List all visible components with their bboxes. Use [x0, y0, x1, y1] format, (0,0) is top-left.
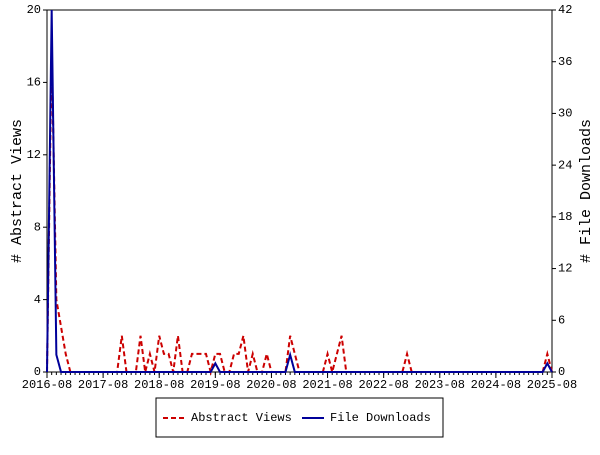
x-tick-label: 2021-08: [302, 378, 352, 392]
plot-frame: [46, 9, 553, 373]
y2-tick-label: 42: [558, 3, 572, 17]
y-tick-label: 4: [34, 293, 41, 307]
x-tick-label: 2020-08: [246, 378, 296, 392]
x-tick-label: 2016-08: [22, 378, 72, 392]
y2-tick-label: 36: [558, 55, 572, 69]
legend: [155, 397, 444, 438]
y2-tick-label: 30: [558, 107, 572, 121]
legend-label: Abstract Views: [191, 411, 292, 425]
y-tick-label: 20: [27, 3, 41, 17]
y-tick-label: 16: [27, 76, 41, 90]
x-tick-label: 2023-08: [415, 378, 465, 392]
series-line: [46, 9, 553, 373]
x-tick-label: 2018-08: [134, 378, 184, 392]
x-tick-label: 2019-08: [190, 378, 240, 392]
y2-tick-label: 12: [558, 262, 572, 276]
y-axis-title: # Abstract Views: [9, 119, 26, 263]
x-tick-label: 2022-08: [358, 378, 408, 392]
y2-tick-label: 18: [558, 210, 572, 224]
legend-label: File Downloads: [330, 411, 431, 425]
y2-tick-label: 6: [558, 313, 565, 327]
y-tick-label: 12: [27, 148, 41, 162]
y2-tick-label: 0: [558, 365, 565, 379]
x-tick-label: 2024-08: [471, 378, 521, 392]
y2-axis-title: # File Downloads: [578, 119, 595, 263]
x-tick-label: 2017-08: [78, 378, 128, 392]
y-tick-label: 8: [34, 220, 41, 234]
x-tick-label: 2025-08: [527, 378, 577, 392]
y-tick-label: 0: [34, 365, 41, 379]
series-line: [46, 46, 553, 376]
y2-tick-label: 24: [558, 158, 572, 172]
